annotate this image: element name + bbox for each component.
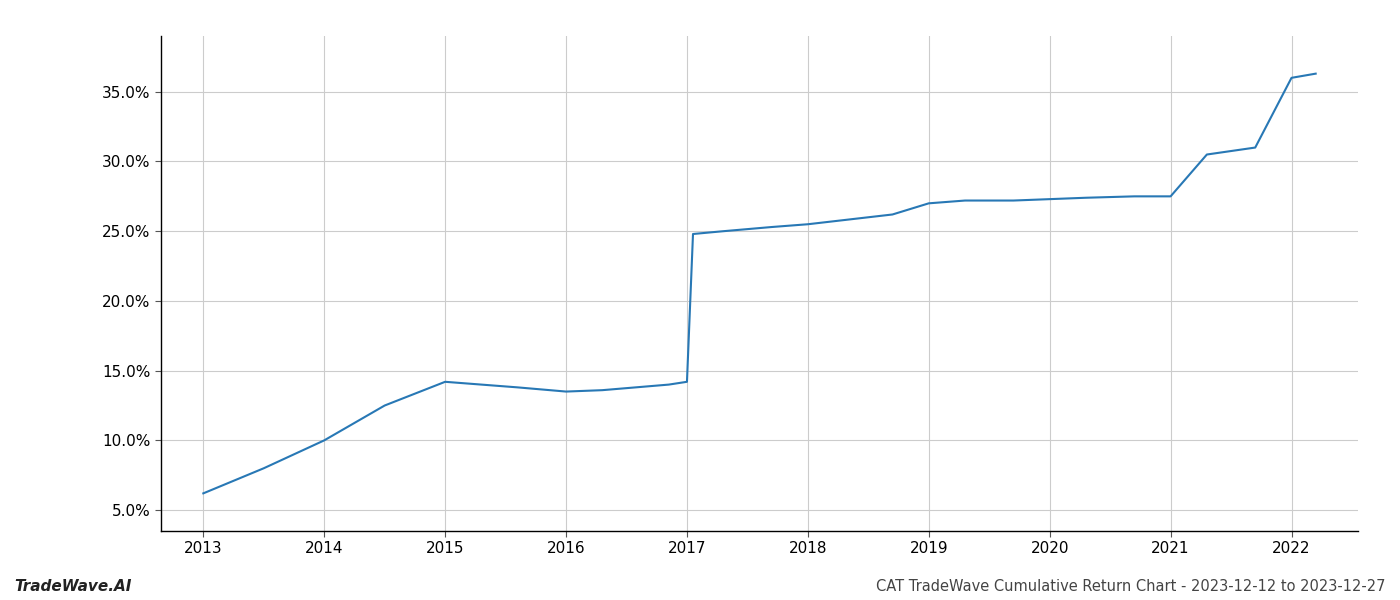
Text: TradeWave.AI: TradeWave.AI (14, 579, 132, 594)
Text: CAT TradeWave Cumulative Return Chart - 2023-12-12 to 2023-12-27: CAT TradeWave Cumulative Return Chart - … (876, 579, 1386, 594)
